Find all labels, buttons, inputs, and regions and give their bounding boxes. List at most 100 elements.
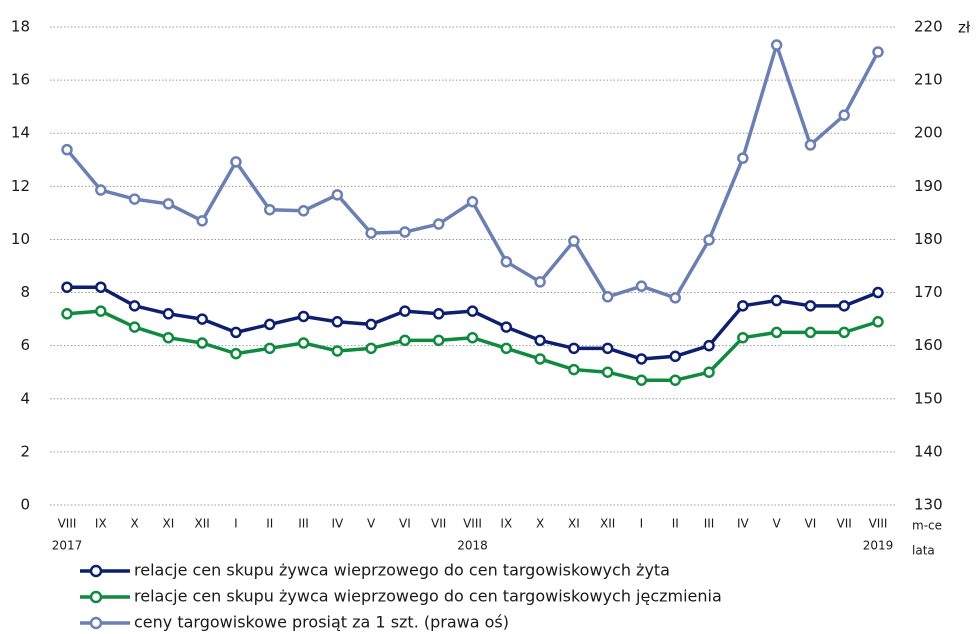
point [737, 300, 749, 312]
point [128, 300, 141, 312]
point [804, 300, 817, 312]
point [365, 227, 377, 239]
point [297, 205, 310, 217]
point [365, 318, 377, 331]
point [264, 342, 276, 355]
point [703, 339, 715, 352]
point [635, 280, 648, 292]
y2-tick-label: 200 [914, 124, 943, 142]
point [838, 326, 850, 339]
y2-tick-label: 210 [914, 71, 943, 89]
point [162, 331, 175, 344]
point [601, 291, 614, 303]
point [297, 337, 310, 349]
y2-tick-label: 170 [914, 283, 943, 301]
point [500, 321, 513, 333]
y2-tick-label: 190 [914, 177, 943, 195]
series-line [65, 43, 880, 300]
legend-marker [89, 616, 103, 630]
y-tick-label: 6 [20, 336, 30, 354]
y-tick-label: 12 [11, 177, 30, 195]
point [669, 292, 681, 304]
series-line [67, 285, 879, 361]
x-tick-label: V [773, 517, 782, 531]
x-tick-label: VII [837, 517, 852, 531]
x-axis-label: m-ce [912, 519, 942, 533]
x-tick-label: III [298, 517, 309, 531]
point [466, 195, 479, 208]
point [568, 363, 580, 376]
y-tick-label: 8 [20, 283, 30, 301]
point [466, 305, 479, 317]
point [432, 218, 445, 230]
x-tick-label: XI [162, 517, 174, 531]
y-tick-label: 16 [11, 71, 30, 89]
point [432, 308, 445, 320]
point [568, 235, 580, 247]
x-tick-label: IX [500, 517, 512, 531]
point [770, 39, 783, 51]
point [61, 143, 73, 156]
point [500, 256, 513, 268]
x-tick-label: X [130, 517, 138, 531]
x-tick-label: IX [95, 517, 107, 531]
point [230, 326, 242, 339]
point [872, 46, 884, 58]
x-year-label: 2019 [863, 539, 894, 553]
point [804, 139, 817, 151]
legend-marker [89, 590, 103, 604]
x-year-label: 2018 [457, 539, 488, 553]
point [534, 276, 546, 288]
x-tick-label: VIII [869, 517, 888, 531]
point [838, 109, 850, 121]
point [872, 286, 884, 299]
y2-tick-label: 160 [914, 336, 943, 354]
point [128, 321, 141, 333]
x-tick-label: XII [600, 517, 615, 531]
point [872, 316, 884, 328]
point [601, 342, 614, 355]
point [838, 300, 850, 312]
point [466, 331, 479, 344]
legend-label: ceny targowiskowe prosiąt za 1 szt. (pra… [134, 613, 509, 632]
legend-marker [89, 564, 103, 578]
series-line [66, 309, 879, 382]
point [534, 334, 546, 347]
point [95, 281, 107, 293]
point [61, 308, 73, 320]
point [331, 345, 344, 357]
y2-tick-label: 150 [914, 389, 943, 407]
point [196, 337, 208, 349]
point [230, 156, 242, 168]
point [534, 353, 546, 365]
point [331, 316, 344, 328]
point [703, 234, 715, 246]
point [297, 310, 310, 323]
point [95, 305, 107, 317]
point [230, 347, 242, 360]
point [61, 281, 73, 293]
x-tick-label: III [704, 517, 715, 531]
x-tick-label: VII [431, 517, 446, 531]
point [432, 334, 445, 347]
y2-tick-label: 130 [914, 496, 943, 514]
point [770, 294, 783, 307]
y-tick-label: 4 [20, 389, 30, 407]
point [264, 318, 276, 331]
point [162, 198, 175, 210]
point [500, 342, 513, 355]
point [770, 326, 783, 339]
x-tick-label: IV [737, 517, 750, 531]
y2-axis-label: zł [958, 19, 971, 37]
point [669, 374, 681, 386]
point [601, 366, 614, 378]
legend-label: relacje cen skupu żywca wieprzowego do c… [134, 561, 670, 580]
x-tick-label: X [536, 517, 544, 531]
legend-label: relacje cen skupu żywca wieprzowego do c… [134, 587, 722, 606]
point [128, 193, 141, 205]
point [399, 226, 411, 238]
y2-tick-label: 140 [914, 442, 943, 460]
point [264, 203, 276, 216]
point [635, 353, 648, 365]
